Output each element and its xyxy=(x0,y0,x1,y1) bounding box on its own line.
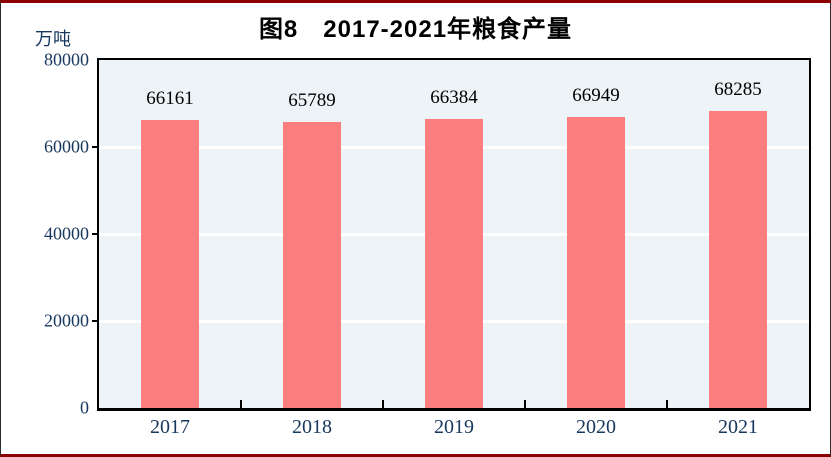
x-axis-category-label-2017: 2017 xyxy=(150,416,190,438)
chart-title: 图8 2017-2021年粮食产量 xyxy=(258,16,573,43)
bar-2021 xyxy=(709,111,767,408)
bar-2017 xyxy=(141,120,199,408)
x-axis-tick-mark xyxy=(666,400,668,408)
y-axis-tick-mark xyxy=(92,146,99,148)
x-axis-category-label-2021: 2021 xyxy=(718,416,758,438)
bar-2019 xyxy=(425,119,483,408)
y-axis-tick-mark xyxy=(92,233,99,235)
x-axis-tick-mark xyxy=(382,400,384,408)
bar-value-label-2020: 66949 xyxy=(572,85,620,106)
bar-value-label-2017: 66161 xyxy=(146,88,194,109)
y-axis-unit-label: 万吨 xyxy=(35,29,71,49)
x-axis-category-label-2018: 2018 xyxy=(292,416,332,438)
y-axis-tick-label: 40000 xyxy=(44,223,89,244)
bar-value-label-2019: 66384 xyxy=(430,87,478,108)
y-axis-tick-label: 0 xyxy=(80,397,89,418)
y-axis-tick-mark xyxy=(92,320,99,322)
bar-value-label-2018: 65789 xyxy=(288,90,336,111)
bar-2020 xyxy=(567,117,625,408)
x-axis-category-label-2019: 2019 xyxy=(434,416,474,438)
bar-2018 xyxy=(283,122,341,408)
x-axis-tick-mark xyxy=(240,400,242,408)
y-axis-tick-label: 60000 xyxy=(44,136,89,157)
x-axis-tick-mark xyxy=(524,400,526,408)
plot-area: 0 20000 40000 60000 80000 66161 2017 65789 2018 6… xyxy=(44,50,811,438)
y-axis-tick-label: 20000 xyxy=(44,310,89,331)
bar-value-label-2021: 68285 xyxy=(714,79,762,100)
x-axis-category-label-2020: 2020 xyxy=(576,416,616,438)
y-axis-tick-label: 80000 xyxy=(44,49,89,70)
